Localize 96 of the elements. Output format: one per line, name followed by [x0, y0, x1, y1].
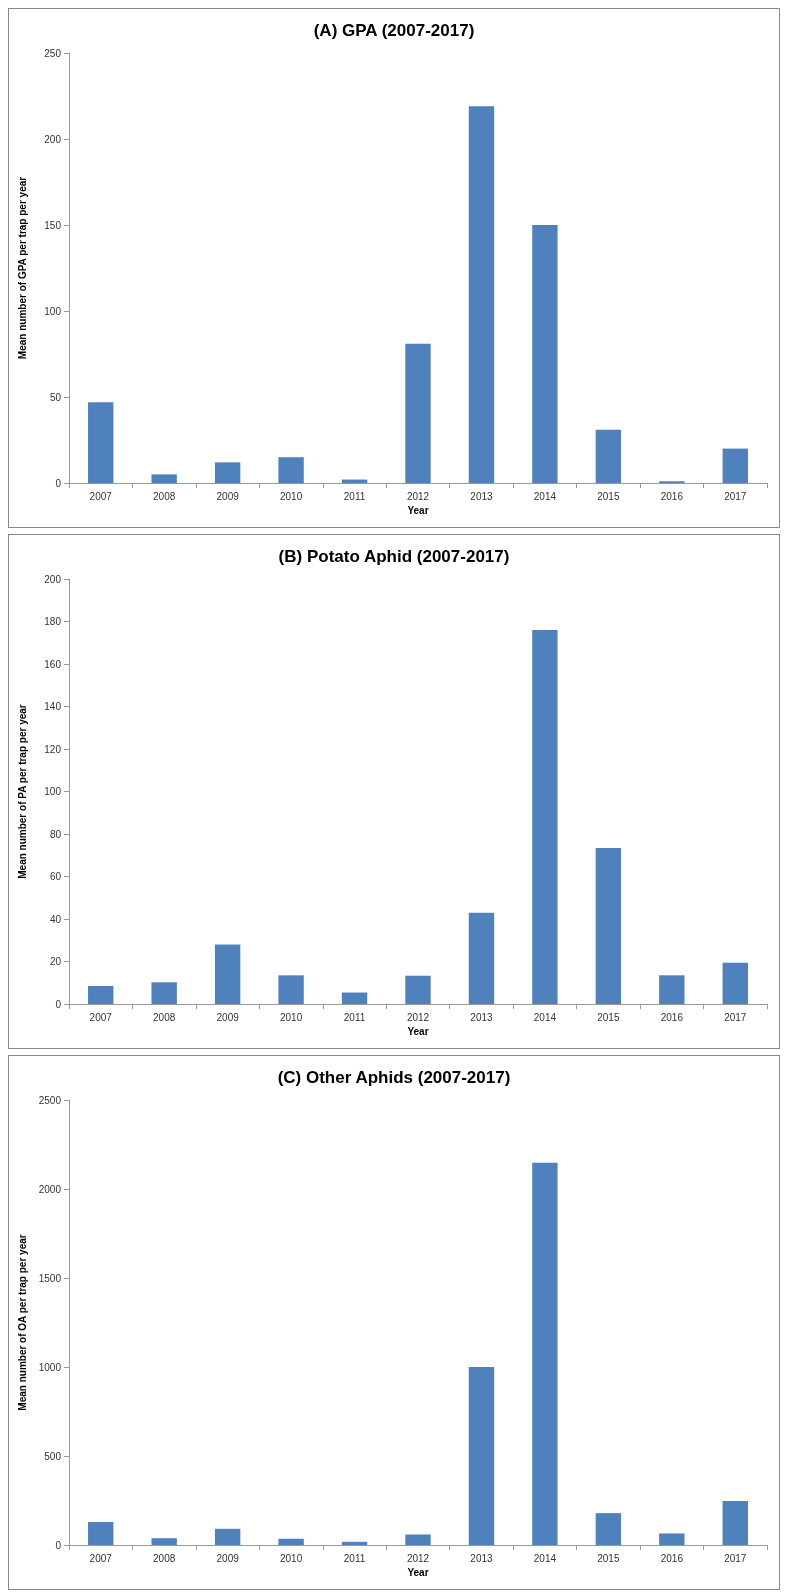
chart-title: (C) Other Aphids (2007-2017) — [277, 1068, 511, 1087]
x-tick-label: 2007 — [89, 490, 113, 502]
y-tick-label: 250 — [44, 47, 62, 59]
y-tick-label: 120 — [44, 743, 62, 755]
x-tick-label: 2014 — [533, 490, 557, 502]
y-tick-label: 140 — [44, 701, 62, 712]
bar — [278, 1538, 304, 1545]
y-tick-label: 20 — [49, 956, 62, 967]
x-tick-label: 2008 — [153, 1011, 176, 1023]
y-tick-label: 200 — [44, 573, 62, 585]
bar — [88, 985, 114, 1004]
x-tick-label: 2009 — [216, 1011, 240, 1023]
x-tick-label: 2012 — [406, 1552, 430, 1564]
y-tick-label: 150 — [44, 219, 62, 231]
bar — [468, 106, 495, 483]
y-tick-label: 50 — [49, 391, 62, 403]
x-tick-label: 2012 — [406, 490, 430, 502]
bar — [214, 1528, 241, 1545]
x-axis-title: Year — [407, 1567, 429, 1579]
x-tick-label: 2009 — [216, 1552, 240, 1564]
y-tick-label: 1500 — [38, 1272, 62, 1284]
y-tick-label: 180 — [44, 616, 62, 627]
x-tick-label: 2017 — [724, 1552, 747, 1564]
x-tick-label: 2008 — [153, 490, 176, 502]
x-tick-label: 2012 — [406, 1011, 430, 1023]
y-tick-label: 60 — [49, 871, 62, 882]
y-axis-title: Mean number of OA per trap per year — [16, 1234, 28, 1411]
bar — [278, 975, 304, 1004]
chart-title: (B) Potato Aphid (2007-2017) — [278, 547, 510, 566]
bar — [532, 225, 558, 483]
y-tick-label: 160 — [44, 658, 62, 670]
bar — [405, 975, 431, 1004]
y-tick-label: 40 — [49, 913, 62, 925]
bar — [659, 1533, 685, 1545]
y-tick-label: 100 — [44, 786, 62, 797]
x-tick-label: 2017 — [724, 490, 747, 502]
x-tick-label: 2011 — [343, 490, 366, 502]
x-tick-label: 2007 — [89, 1011, 113, 1023]
y-tick-label: 100 — [44, 305, 62, 317]
y-tick-label: 0 — [55, 477, 62, 489]
bar — [151, 982, 177, 1004]
y-tick-label: 2500 — [38, 1094, 62, 1106]
y-tick-label: 0 — [55, 1539, 62, 1551]
bar — [341, 1541, 368, 1545]
bar — [595, 1513, 622, 1545]
bar — [595, 848, 622, 1004]
x-tick-label: 2010 — [279, 1552, 303, 1564]
x-tick-label: 2015 — [597, 1011, 620, 1023]
bar — [722, 1501, 748, 1545]
y-axis-title: Mean number of PA per trap per year — [16, 704, 28, 879]
x-tick-label: 2010 — [279, 1011, 303, 1023]
x-tick-label: 2013 — [470, 490, 494, 502]
bar — [88, 402, 114, 483]
x-tick-label: 2015 — [597, 490, 620, 502]
x-axis-title: Year — [407, 505, 429, 517]
bar — [468, 912, 495, 1004]
x-tick-label: 2010 — [279, 490, 303, 502]
bar — [595, 429, 622, 483]
bar — [341, 992, 368, 1004]
y-tick-label: 500 — [44, 1450, 62, 1462]
chart-title: (A) GPA (2007-2017) — [313, 21, 475, 40]
bar — [532, 1162, 558, 1545]
bar — [214, 944, 241, 1004]
x-tick-label: 2007 — [89, 1552, 113, 1564]
x-tick-label: 2017 — [724, 1011, 747, 1023]
bar — [468, 1367, 495, 1545]
x-tick-label: 2014 — [533, 1552, 557, 1564]
bar — [214, 462, 241, 483]
x-tick-label: 2011 — [343, 1552, 366, 1564]
y-tick-label: 200 — [44, 133, 62, 145]
x-axis-title: Year — [407, 1026, 429, 1038]
y-tick-label: 2000 — [38, 1183, 62, 1195]
x-tick-label: 2015 — [597, 1552, 620, 1564]
bar — [151, 474, 177, 483]
x-tick-label: 2013 — [470, 1011, 494, 1023]
bar — [532, 630, 558, 1004]
bar — [659, 975, 685, 1004]
y-tick-label: 80 — [49, 828, 62, 840]
y-tick-label: 0 — [55, 998, 62, 1010]
x-tick-label: 2014 — [533, 1011, 557, 1023]
bar — [722, 962, 748, 1004]
x-tick-label: 2008 — [153, 1552, 176, 1564]
x-tick-label: 2016 — [660, 1011, 684, 1023]
bar — [405, 1534, 431, 1545]
x-tick-label: 2013 — [470, 1552, 494, 1564]
x-tick-label: 2016 — [660, 1552, 684, 1564]
x-tick-label: 2016 — [660, 490, 684, 502]
bar — [722, 448, 748, 483]
bar — [88, 1522, 114, 1545]
bar — [405, 343, 431, 483]
bar — [151, 1538, 177, 1545]
x-tick-label: 2011 — [343, 1011, 366, 1023]
bar — [278, 457, 304, 483]
x-tick-label: 2009 — [216, 490, 240, 502]
y-axis-title: Mean number of GPA per trap per year — [16, 176, 28, 360]
y-tick-label: 1000 — [38, 1361, 62, 1373]
